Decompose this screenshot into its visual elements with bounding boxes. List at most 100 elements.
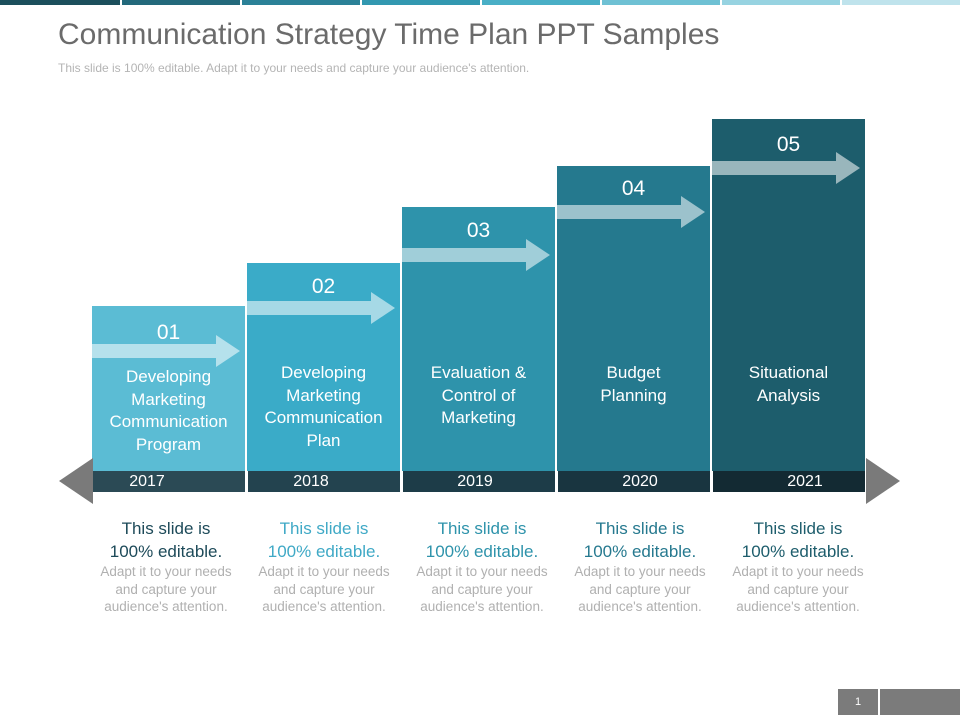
step-label-line: Budget (606, 363, 661, 382)
description-body-line: audience's attention. (420, 599, 544, 614)
top-bar-segment (0, 0, 120, 5)
step-label-line: Marketing (441, 408, 516, 427)
timeline-band-segment (558, 471, 710, 492)
description-body-line: Adapt it to your needs (416, 564, 548, 579)
description-heading-line: This slide is (279, 519, 369, 538)
description-heading-line: 100% editable. (583, 542, 697, 561)
step-number: 04 (621, 177, 646, 200)
step-label-line: Program (135, 434, 202, 454)
step-column-03: 03 Evaluation & Control of Marketing (402, 207, 555, 471)
description-heading: This slide is 100% editable. (723, 517, 873, 563)
step-number: 03 (466, 219, 491, 242)
step-label-line: Communication (264, 408, 383, 427)
description-body: Adapt it to your needs and capture your au… (565, 563, 715, 616)
step-label: Developing Marketing Communication Plan (247, 362, 400, 452)
description-heading-line: 100% editable. (267, 542, 381, 561)
top-bar-segment (602, 0, 720, 5)
description-heading-line: 100% editable. (741, 542, 855, 561)
step-description: This slide is 100% editable. Adapt it to y… (407, 517, 557, 616)
description-body-line: and capture your (115, 581, 217, 597)
step-label: Evaluation & Control of Marketing (402, 362, 555, 430)
timeline-band-segment (713, 471, 865, 492)
description-body-line: and capture your (273, 581, 375, 597)
step-arrow-icon (92, 335, 240, 367)
description-heading-line: 100% editable. (425, 542, 539, 561)
description-body-line: Adapt it to your needs (574, 564, 706, 579)
description-heading-line: This slide is (121, 519, 211, 538)
timeline-year: 2021 (787, 473, 823, 490)
step-label-line: Developing (125, 367, 212, 386)
description-heading: This slide is 100% editable. (407, 517, 557, 563)
slide-subtitle: This slide is 100% editable. Adapt it to… (58, 61, 530, 75)
description-body-line: audience's attention. (578, 599, 702, 614)
description-heading-line: 100% editable. (109, 542, 223, 561)
timeline-right-arrow-icon (866, 458, 900, 504)
step-number: 01 (156, 321, 181, 344)
timeline-band-segment (92, 471, 245, 492)
step-number: 02 (311, 275, 336, 298)
description-heading: This slide is 100% editable. (565, 517, 715, 563)
top-bar-segment (722, 0, 840, 5)
step-column-02: 02 Developing Marketing Communication Plan (247, 263, 400, 471)
top-bar-segment (242, 0, 360, 5)
description-body-line: and capture your (747, 581, 849, 597)
description-body-line: Adapt it to your needs (258, 564, 390, 579)
description-body: Adapt it to your needs and capture your au… (91, 563, 241, 616)
step-label-line: Marketing (131, 389, 206, 409)
timeline-year: 2019 (457, 473, 493, 490)
description-heading: This slide is 100% editable. (91, 517, 241, 563)
description-body-line: and capture your (589, 581, 691, 597)
step-label: Developing Marketing Communication Program (92, 366, 245, 456)
description-body-line: and capture your (431, 581, 533, 597)
top-bar-segment (482, 0, 600, 5)
step-description: This slide is 100% editable. Adapt it to y… (565, 517, 715, 616)
timeline-left-arrow-icon (59, 458, 93, 504)
top-bar-segment (842, 0, 960, 5)
step-arrow-icon (557, 196, 705, 228)
step-arrow-icon (712, 152, 860, 184)
step-label: Situational Analysis (712, 362, 865, 407)
step-label-line: Evaluation & (430, 363, 527, 382)
top-bar-segment (122, 0, 240, 5)
description-body-line: audience's attention. (262, 599, 386, 614)
step-label-line: Control of (441, 385, 516, 405)
timeline-year: 2017 (129, 473, 165, 490)
step-column-04: 04 Budget Planning (557, 166, 710, 471)
description-body: Adapt it to your needs and capture your au… (407, 563, 557, 616)
step-description: This slide is 100% editable. Adapt it to y… (249, 517, 399, 616)
description-heading: This slide is 100% editable. (249, 517, 399, 563)
description-body-line: Adapt it to your needs (100, 564, 232, 579)
timeline-band-segment (403, 471, 555, 492)
description-heading-line: This slide is (753, 519, 843, 538)
step-label-line: Plan (306, 430, 341, 450)
step-arrow-icon (247, 292, 395, 324)
step-arrow-icon (402, 239, 550, 271)
step-description: This slide is 100% editable. Adapt it to y… (91, 517, 241, 616)
step-label-line: Analysis (756, 385, 821, 405)
page-number: 1 (838, 689, 878, 715)
timeline-band (92, 471, 867, 492)
step-label-line: Developing (280, 363, 367, 382)
step-column-05: 05 Situational Analysis (712, 119, 865, 471)
page-footer-bar (880, 689, 960, 715)
timeline-year: 2018 (293, 473, 329, 490)
description-heading-line: This slide is (437, 519, 527, 538)
step-label-line: Marketing (286, 385, 361, 405)
description-body: Adapt it to your needs and capture your au… (249, 563, 399, 616)
step-number: 05 (776, 133, 801, 156)
slide-title: Communication Strategy Time Plan PPT Sam… (58, 18, 720, 51)
description-body-line: Adapt it to your needs (732, 564, 864, 579)
step-description: This slide is 100% editable. Adapt it to y… (723, 517, 873, 616)
step-label: Budget Planning (557, 362, 710, 407)
step-label-line: Situational (748, 363, 829, 382)
step-column-01: 01 Developing Marketing Communication Progra… (92, 306, 245, 471)
step-label-line: Planning (600, 385, 667, 405)
description-body-line: audience's attention. (736, 599, 860, 614)
top-bar-segment (362, 0, 480, 5)
description-body-line: audience's attention. (104, 599, 228, 614)
description-body: Adapt it to your needs and capture your au… (723, 563, 873, 616)
step-label-line: Communication (109, 412, 228, 431)
description-heading-line: This slide is (595, 519, 685, 538)
timeline-band-segment (248, 471, 400, 492)
timeline-year: 2020 (622, 473, 658, 490)
